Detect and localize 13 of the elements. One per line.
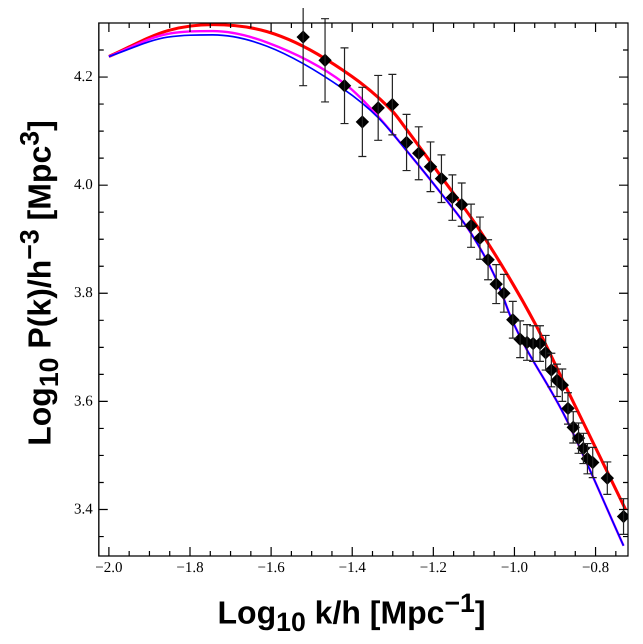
x-tick-label: −1.4 [338, 560, 366, 576]
x-tick-label: −1.0 [500, 560, 528, 576]
y-tick-label: 3.6 [74, 393, 94, 410]
y-tick-label: 4.2 [74, 68, 93, 85]
x-tick-label: −2.0 [95, 560, 122, 576]
y-tick-label: 4.0 [74, 177, 93, 194]
x-axis-title: Log$_{10}$ k/h [Mpc$^{−1}$] [216, 588, 487, 638]
x-tick-label: −1.2 [420, 560, 447, 576]
x-tick-label: −1.6 [258, 560, 286, 576]
x-tick-label: −0.8 [582, 560, 610, 576]
x-tick-label: −1.8 [176, 560, 204, 576]
y-tick-label: 3.4 [74, 501, 94, 518]
y-tick-label: 3.8 [74, 285, 93, 302]
